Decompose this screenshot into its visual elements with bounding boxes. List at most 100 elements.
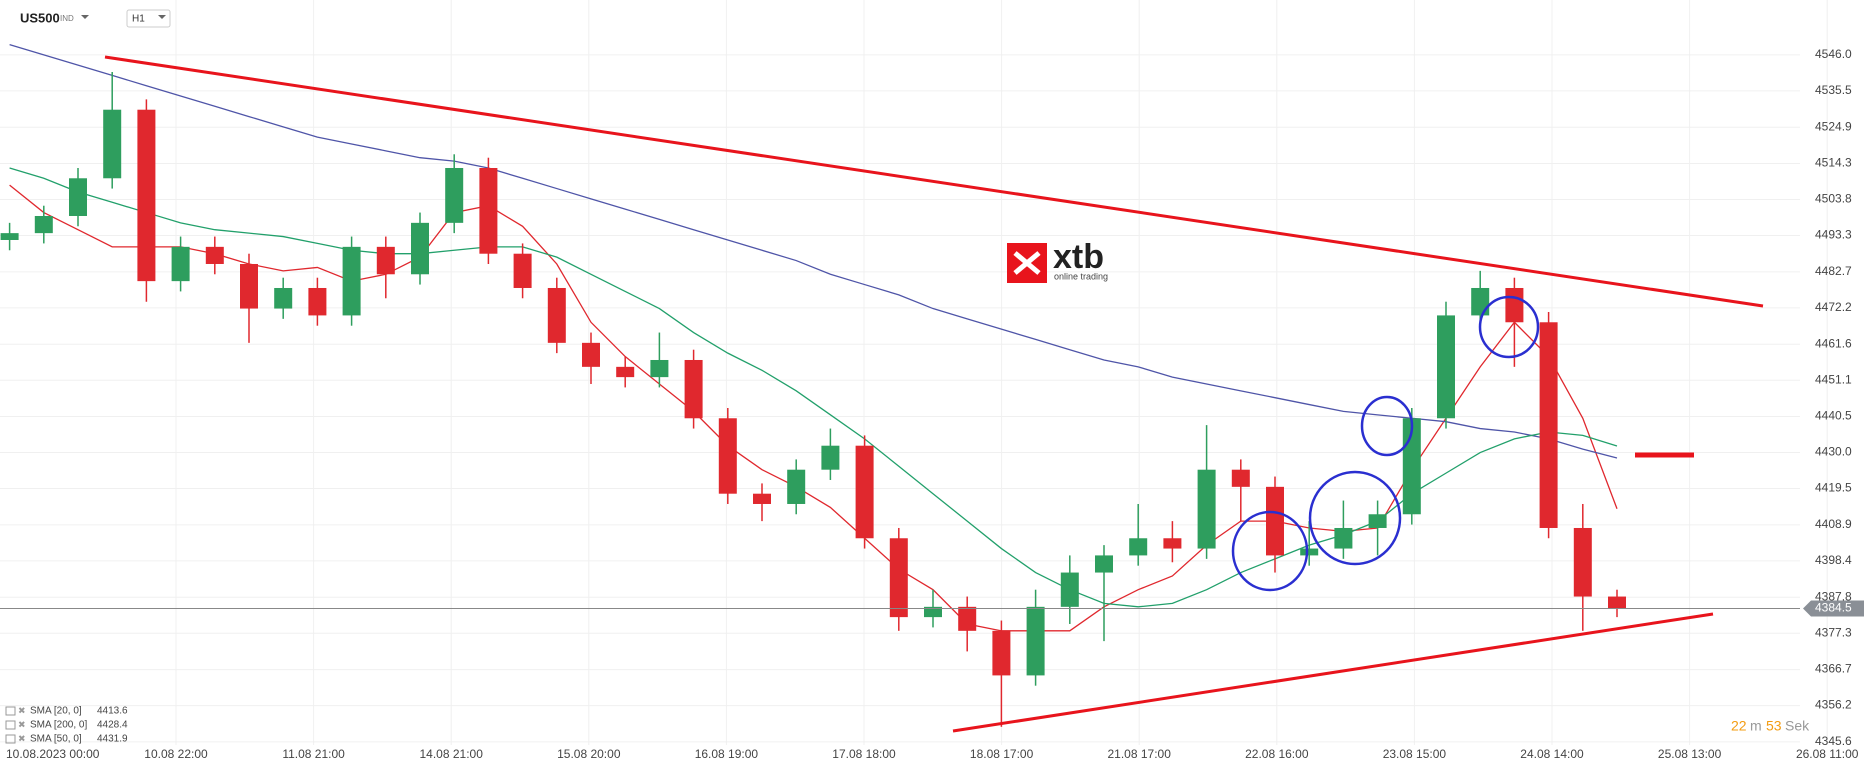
candle-body — [650, 359, 669, 378]
candle-body — [171, 246, 190, 282]
candle-body — [547, 287, 566, 343]
y-tick-label: 4546.0 — [1815, 47, 1852, 61]
y-tick-label: 4377.3 — [1815, 625, 1852, 639]
candle-body — [1163, 538, 1182, 549]
x-tick-label: 23.08 15:00 — [1383, 747, 1447, 761]
candle-body — [1095, 555, 1113, 573]
legend-value: 4413.6 — [97, 706, 128, 717]
grid — [0, 0, 1828, 745]
logo-tagline: online trading — [1054, 271, 1108, 281]
timer-unit: Sek — [1785, 718, 1810, 734]
x-tick-label: 24.08 14:00 — [1520, 747, 1584, 761]
timer-minutes: 22 — [1731, 718, 1747, 734]
x-tick-label: 22.08 16:00 — [1245, 747, 1309, 761]
candle-body — [718, 418, 737, 494]
y-tick-label: 4430.0 — [1815, 445, 1852, 459]
y-tick-label: 4472.2 — [1815, 300, 1852, 314]
trend-line — [104, 55, 1764, 308]
candle-body — [445, 167, 464, 223]
y-tick-label: 4440.5 — [1815, 409, 1852, 423]
candle-body — [992, 630, 1011, 676]
candle-body — [1231, 469, 1250, 487]
legend-name: SMA [50, 0] — [30, 734, 82, 745]
sma-line — [9, 167, 1618, 608]
interval: H1 — [132, 14, 145, 25]
candle-body — [1608, 596, 1626, 609]
circle-mark — [1231, 510, 1309, 592]
candle-body — [103, 109, 122, 179]
x-tick-label: 14.08 21:00 — [419, 747, 483, 761]
dropdown-icon — [158, 15, 166, 19]
candle-body — [69, 178, 87, 216]
candle-body — [1129, 538, 1148, 556]
y-tick-label: 4419.5 — [1815, 481, 1852, 495]
candle-body — [1300, 548, 1319, 556]
timer-unit: m — [1750, 718, 1762, 734]
timer-seconds: 53 — [1766, 718, 1782, 734]
candle-body — [1026, 606, 1045, 676]
candle-body — [274, 287, 293, 309]
candle-body — [1471, 287, 1490, 316]
y-tick-label: 4345.6 — [1815, 734, 1852, 748]
candle-body — [479, 167, 498, 254]
candle-body — [753, 493, 771, 504]
y-tick-label: 4356.2 — [1815, 698, 1852, 712]
candle-body — [205, 246, 224, 264]
legend-value: 4428.4 — [97, 720, 128, 731]
candle-body — [137, 109, 156, 282]
candle-body — [582, 342, 600, 367]
candle-body — [787, 469, 806, 504]
y-tick-label: 4398.4 — [1815, 553, 1852, 567]
candle-body — [1505, 287, 1524, 323]
legend-close: ✖ — [18, 719, 26, 729]
x-tick-label: 18.08 17:00 — [970, 747, 1034, 761]
candle-body — [924, 606, 942, 618]
circle-mark — [1360, 395, 1414, 457]
y-tick-label: 4493.3 — [1815, 228, 1852, 242]
candle-body — [1266, 486, 1284, 556]
dropdown-icon[interactable] — [81, 15, 89, 19]
candle-body — [513, 253, 532, 288]
candle-body — [342, 246, 361, 316]
candle-body — [616, 366, 635, 378]
candle-body — [1573, 527, 1592, 597]
trend-line — [952, 612, 1714, 733]
y-tick-label: 4451.1 — [1815, 372, 1852, 386]
y-tick-label: 4387.8 — [1815, 589, 1852, 603]
candle-body — [1437, 315, 1455, 419]
candle-body — [1334, 527, 1353, 549]
sma-line — [9, 43, 1618, 459]
candle-body — [0, 233, 19, 240]
y-tick-label: 4408.9 — [1815, 517, 1852, 531]
price-label: 4384.5 — [1815, 601, 1852, 615]
candle-body — [889, 538, 908, 618]
y-tick-label: 4524.9 — [1815, 119, 1852, 133]
x-tick-label: 10.08.2023 00:00 — [6, 747, 100, 761]
x-tick-label: 16.08 19:00 — [695, 747, 759, 761]
symbol: US500 — [20, 10, 60, 25]
x-tick-label: 25.08 13:00 — [1658, 747, 1722, 761]
legend-close: ✖ — [18, 733, 26, 743]
symbol-type: IND — [60, 14, 74, 23]
legend-icon — [5, 720, 16, 730]
interval-select[interactable] — [126, 9, 171, 28]
candle-body — [1197, 469, 1216, 549]
drawings — [104, 55, 1764, 733]
y-tick-label: 4535.5 — [1815, 83, 1852, 97]
candle-body — [1539, 322, 1558, 528]
candle-body — [240, 263, 258, 309]
x-tick-label: 15.08 20:00 — [557, 747, 621, 761]
candle-body — [411, 222, 429, 275]
price-tag — [1803, 600, 1864, 617]
header: US500 IND H1 — [20, 9, 171, 28]
candle-body — [684, 359, 703, 419]
candle-body — [821, 445, 840, 470]
y-tick-label: 4514.3 — [1815, 156, 1852, 170]
logo: xtb online trading — [1007, 238, 1108, 283]
circle-mark — [1308, 470, 1402, 566]
candle-body — [1060, 572, 1079, 607]
candle-body — [855, 445, 874, 539]
x-tick-label: 21.08 17:00 — [1107, 747, 1171, 761]
y-tick-label: 4503.8 — [1815, 192, 1852, 206]
